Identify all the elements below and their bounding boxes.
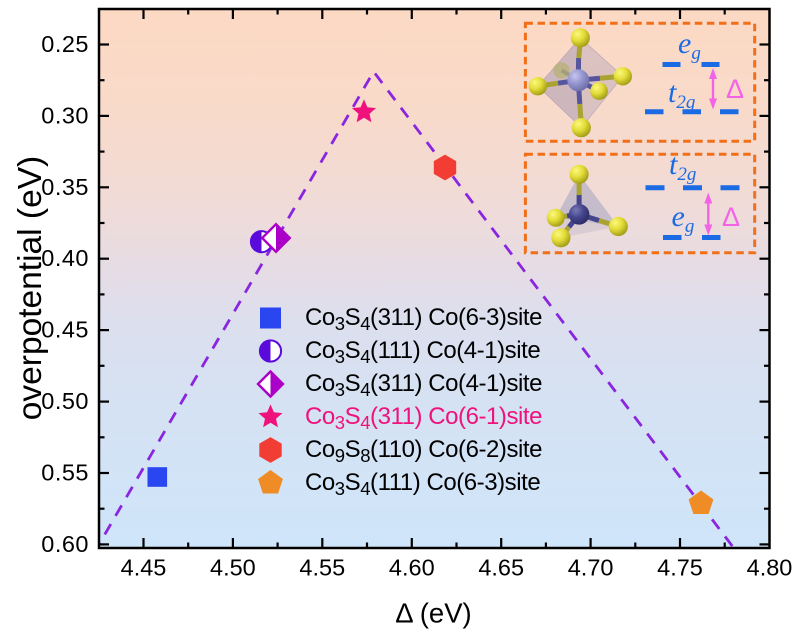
svg-text:Co3S4(311) Co(6-1)site: Co3S4(311) Co(6-1)site [305, 403, 542, 433]
svg-text:0.55: 0.55 [41, 460, 89, 486]
svg-text:Co3S4(111) Co(4-1)site: Co3S4(111) Co(4-1)site [305, 337, 540, 367]
svg-text:Δ: Δ [722, 202, 740, 232]
svg-text:0.30: 0.30 [41, 102, 89, 128]
svg-text:4.65: 4.65 [478, 555, 524, 581]
svg-text:0.40: 0.40 [41, 245, 89, 271]
svg-text:0.50: 0.50 [41, 388, 89, 414]
svg-text:Co3S4(311) Co(4-1)site: Co3S4(311) Co(4-1)site [305, 370, 542, 400]
svg-text:4.80: 4.80 [747, 555, 793, 581]
svg-text:Co9S8(110) Co(6-2)site: Co9S8(110) Co(6-2)site [305, 436, 542, 466]
svg-text:4.50: 4.50 [210, 555, 256, 581]
svg-text:4.45: 4.45 [121, 555, 167, 581]
svg-text:Co3S4(111) Co(6-3)site: Co3S4(111) Co(6-3)site [305, 469, 540, 499]
svg-text:0.25: 0.25 [41, 31, 89, 57]
svg-text:Co3S4(311) Co(6-3)site: Co3S4(311) Co(6-3)site [305, 304, 542, 334]
svg-text:0.35: 0.35 [41, 174, 89, 200]
svg-text:0.45: 0.45 [41, 317, 89, 343]
svg-text:0.60: 0.60 [41, 531, 89, 557]
svg-text:4.60: 4.60 [389, 555, 435, 581]
svg-text:4.75: 4.75 [657, 555, 703, 581]
svg-text:4.55: 4.55 [299, 555, 345, 581]
svg-text:Δ: Δ [726, 74, 744, 104]
svg-text:Δ (eV): Δ (eV) [395, 598, 471, 629]
svg-text:4.70: 4.70 [568, 555, 614, 581]
svg-text:overpotential (eV): overpotential (eV) [12, 156, 49, 420]
